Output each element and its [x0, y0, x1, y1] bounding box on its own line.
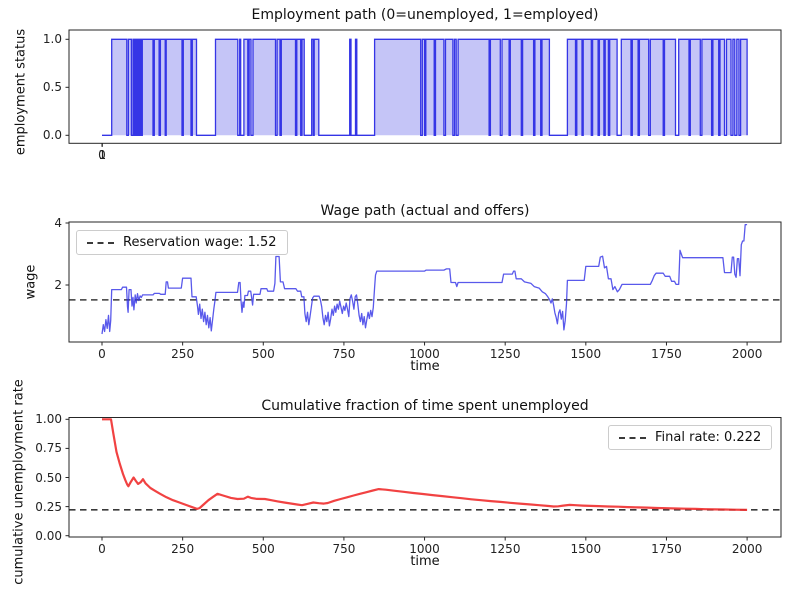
x-tick-label: 250 — [171, 346, 195, 361]
y-tick-label: 0.5 — [42, 80, 62, 95]
subplot1-title: Employment path (0=unemployed, 1=employe… — [251, 7, 599, 23]
subplot3-x-axis-label: time — [410, 554, 440, 569]
y-tick-label: 0.50 — [35, 470, 62, 485]
x-tick-label: 750 — [332, 541, 356, 556]
final-rate-legend-label: Final rate: 0.222 — [655, 430, 762, 445]
employment-line — [102, 38, 748, 136]
x-tick-label: 1750 — [651, 541, 682, 556]
x-tick-label: 1250 — [489, 346, 521, 361]
reservation-wage-legend: Reservation wage: 1.52 — [76, 230, 288, 255]
x-tick-label: 250 — [171, 541, 195, 556]
y-tick-label: 1.00 — [35, 412, 62, 427]
x-tick-label: 1500 — [570, 346, 602, 361]
x-tick-label: 0 — [98, 346, 106, 361]
y-tick-label: 4 — [54, 216, 62, 230]
cumulative-rate-line — [102, 418, 748, 511]
x-tick-label: 1000 — [409, 346, 440, 361]
x-tick-label: 0 — [98, 541, 106, 556]
x-tick-label: 1500 — [570, 541, 602, 556]
wage-line — [101, 223, 748, 335]
x-tick-label: 1 — [98, 147, 107, 162]
y-tick-label: 0.00 — [35, 528, 62, 543]
x-tick-label: 500 — [251, 346, 275, 361]
subplot3-title: Cumulative fraction of time spent unempl… — [261, 398, 589, 414]
reservation-wage-legend-label: Reservation wage: 1.52 — [123, 235, 277, 250]
final-rate-legend: Final rate: 0.222 — [608, 425, 773, 450]
subplot2-title: Wage path (actual and offers) — [320, 203, 530, 219]
y-tick-label: 0.75 — [35, 441, 62, 456]
y-tick-label: 0.0 — [42, 128, 62, 143]
y-tick-label: 1.0 — [42, 32, 62, 47]
x-tick-label: 2000 — [731, 346, 763, 361]
y-tick-label: 2 — [54, 278, 62, 292]
x-tick-label: 2000 — [731, 541, 763, 556]
x-tick-label: 500 — [251, 541, 275, 556]
x-tick-label: 1750 — [651, 346, 682, 361]
x-tick-label: 1000 — [409, 541, 440, 556]
x-tick-label: 0 — [98, 147, 106, 162]
subplot2-x-axis-label: time — [410, 359, 440, 374]
x-tick-label: 750 — [332, 346, 356, 361]
dashed-line-sample-icon — [87, 241, 114, 244]
dashed-line-sample-icon — [619, 436, 646, 439]
x-tick-label: 1250 — [489, 541, 521, 556]
y-tick-label: 0.25 — [35, 499, 62, 514]
axes-frame-1 — [68, 29, 782, 144]
